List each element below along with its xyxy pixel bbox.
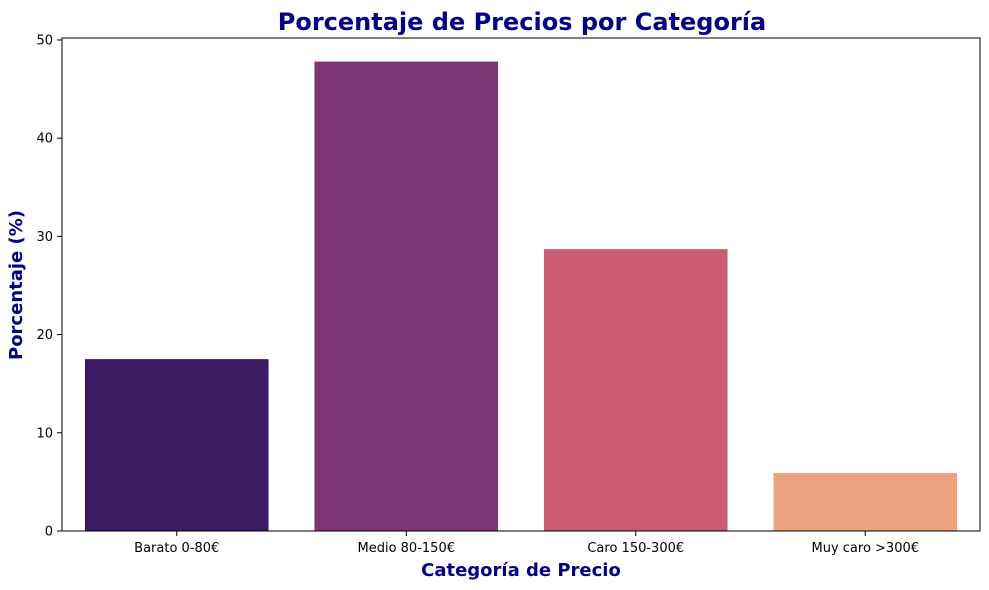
y-tick-label-5: 50 xyxy=(36,33,53,48)
plot-frame xyxy=(61,37,981,532)
y-tick-label-3: 30 xyxy=(36,230,53,245)
bar-2 xyxy=(543,249,728,531)
x-tick-label-3: Muy caro >300€ xyxy=(811,541,919,556)
x-tick-label-0: Barato 0-80€ xyxy=(134,541,219,556)
x-tick-label-2: Caro 150-300€ xyxy=(587,541,684,556)
plot-area: Barato 0-80€ Medio 80-150€ Caro 150-300€ Mu… xyxy=(36,33,958,556)
y-axis-label: Porcentaje (%) xyxy=(6,210,27,360)
bar-1 xyxy=(314,61,499,531)
y-tick-label-1: 10 xyxy=(36,426,53,441)
y-tick-label-0: 0 xyxy=(45,525,53,540)
bar-0 xyxy=(84,359,269,531)
chart-title: Porcentaje de Precios por Categoría xyxy=(278,8,766,36)
x-tick-label-1: Medio 80-150€ xyxy=(358,541,455,556)
bar-3 xyxy=(773,473,958,531)
x-axis-label: Categoría de Precio xyxy=(421,560,621,581)
y-tick-label-4: 40 xyxy=(36,132,53,147)
y-tick-label-2: 20 xyxy=(36,328,53,343)
